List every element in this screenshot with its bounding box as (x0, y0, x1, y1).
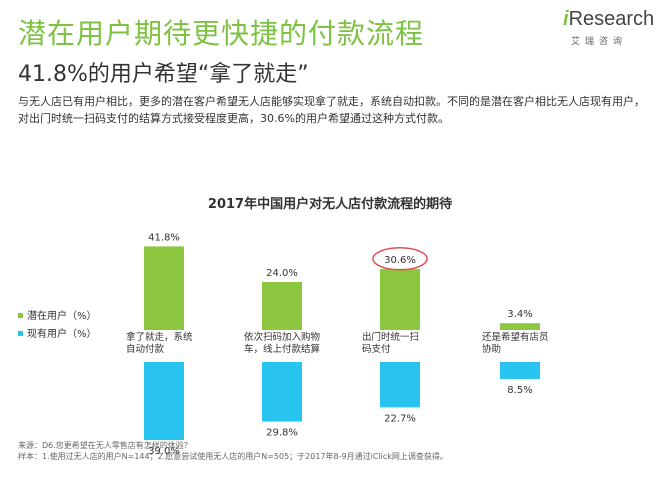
logo-subtitle: 艾瑞咨询 (571, 37, 628, 47)
category-label-4-line-1: 还是希望有店员 (482, 331, 549, 343)
iresearch-logo: iResearch 艾瑞咨询 (563, 8, 654, 52)
legend-swatch-potential (18, 313, 23, 318)
category-label-2-line-1: 依次扫码加入购物 (244, 331, 321, 343)
bar-potential-1 (144, 246, 184, 330)
label-existing-4: 8.5% (507, 385, 532, 396)
label-potential-1: 41.8% (148, 232, 180, 243)
bar-existing-1 (144, 362, 184, 440)
highlight-circle (372, 247, 428, 271)
label-potential-3: 30.6% (384, 255, 416, 266)
category-label-3-line-2: 码支付 (362, 343, 391, 355)
label-existing-2: 29.8% (266, 428, 298, 439)
label-potential-4: 3.4% (507, 309, 532, 320)
bar-potential-3 (380, 268, 420, 330)
label-existing-1: 39.0% (148, 446, 180, 457)
label-potential-2: 24.0% (266, 268, 298, 279)
logo-wordmark: iResearch (563, 8, 654, 31)
bar-potential-2 (262, 282, 302, 330)
bar-existing-2 (262, 362, 302, 422)
footer-sample: 样本：1.使用过无人店的用户N=144；2.愿意尝试使用无人店的用户N=505；… (18, 452, 448, 461)
page-subtitle: 41.8%的用户希望“拿了就走” (18, 62, 309, 87)
chart-title: 2017年中国用户对无人店付款流程的期待 (208, 196, 452, 212)
category-label-4-line-2: 协助 (482, 343, 501, 355)
bar-existing-3 (380, 362, 420, 408)
category-label-1-line-1: 拿了就走，系统 (126, 331, 193, 343)
legend-label-potential: 潜在用户（%） (27, 309, 97, 322)
legend-swatch-existing (18, 331, 23, 336)
footer-notes: 来源：D6.您更希望在无人零售店有怎样的体验？ 样本：1.使用过无人店的用户N=… (18, 440, 448, 462)
label-existing-3: 22.7% (384, 413, 416, 424)
bar-potential-4 (500, 323, 540, 330)
logo-mark: i (563, 8, 569, 30)
bar-existing-4 (500, 362, 540, 379)
category-label-1-line-2: 自动付款 (126, 343, 165, 355)
category-label-3-line-1: 出门时统一扫 (362, 331, 419, 343)
description-paragraph: 与无人店已有用户相比，更多的潜在客户希望无人店能够实现拿了就走，系统自动扣款。不… (18, 95, 645, 125)
logo-word: Research (568, 8, 655, 30)
footer-source: 来源：D6.您更希望在无人零售店有怎样的体验？ (18, 441, 192, 450)
category-label-2-line-2: 车，线上付款结算 (244, 343, 320, 355)
legend-label-existing: 现有用户（%） (27, 327, 97, 340)
page-title: 潜在用户期待更快捷的付款流程 (18, 17, 425, 50)
